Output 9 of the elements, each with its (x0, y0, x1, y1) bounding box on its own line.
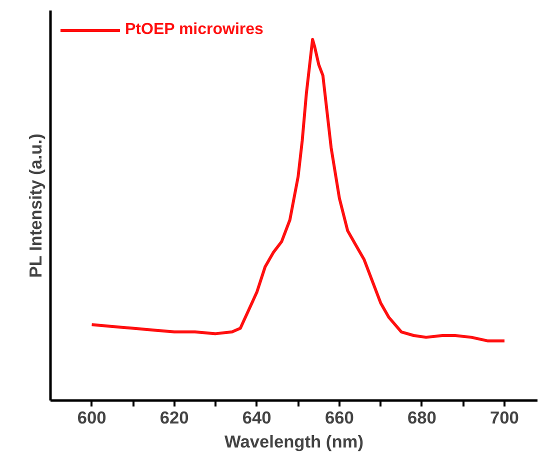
x-tick-label: 640 (242, 408, 272, 428)
x-tick-label: 620 (160, 408, 189, 428)
legend-label: PtOEP microwires (125, 21, 264, 39)
x-tick-label: 700 (490, 408, 519, 428)
x-tick-label: 660 (324, 408, 354, 428)
x-tick-label: 680 (407, 408, 436, 428)
x-tick-label: 600 (77, 408, 106, 428)
y-axis-title: PL Intensity (a.u.) (26, 134, 46, 278)
x-axis-title: Wavelength (nm) (224, 432, 364, 452)
